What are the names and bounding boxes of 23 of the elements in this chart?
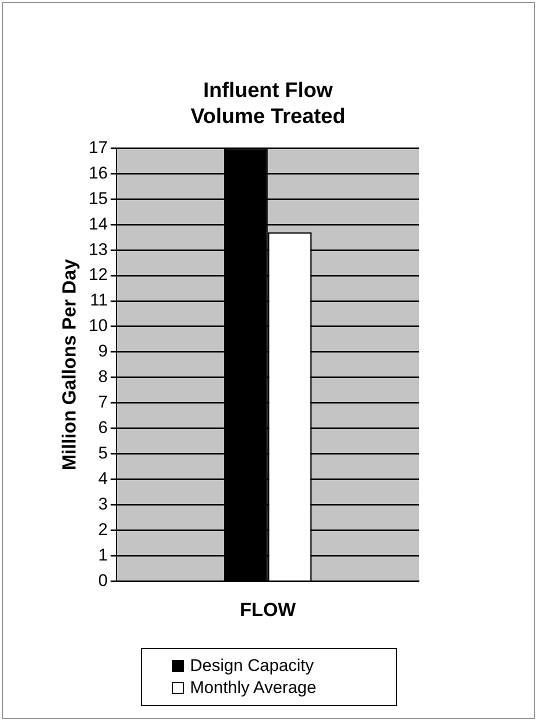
y-tick-label: 10 [88, 316, 108, 336]
y-tick-label: 11 [90, 290, 108, 310]
y-tick-label: 4 [98, 469, 108, 488]
y-tick-label: 16 [88, 163, 108, 182]
y-tick-label: 5 [98, 444, 108, 463]
chart-title: Influent Flow Volume Treated [190, 78, 346, 130]
y-tick-label: 14 [88, 214, 108, 234]
x-tick-label: FLOW [240, 600, 296, 621]
y-tick-label: 15 [88, 188, 108, 208]
legend-label: Monthly Average [190, 678, 316, 698]
y-tick-label: 13 [88, 240, 108, 259]
y-tick-label: 17 [88, 138, 108, 157]
y-tick-label: 6 [98, 418, 108, 438]
y-tick-label: 3 [98, 494, 108, 514]
y-tick-label: 9 [98, 342, 108, 361]
y-tick-label: 1 [98, 545, 108, 564]
legend-label: Design Capacity [190, 656, 314, 676]
y-tick-label: 8 [98, 367, 108, 386]
y-tick-label: 7 [98, 392, 108, 412]
y-tick-label: 0 [98, 570, 108, 590]
y-axis-title: Million Gallons Per Day [60, 258, 81, 470]
y-tick-label: 12 [88, 265, 108, 284]
y-tick-label: 2 [98, 520, 108, 539]
